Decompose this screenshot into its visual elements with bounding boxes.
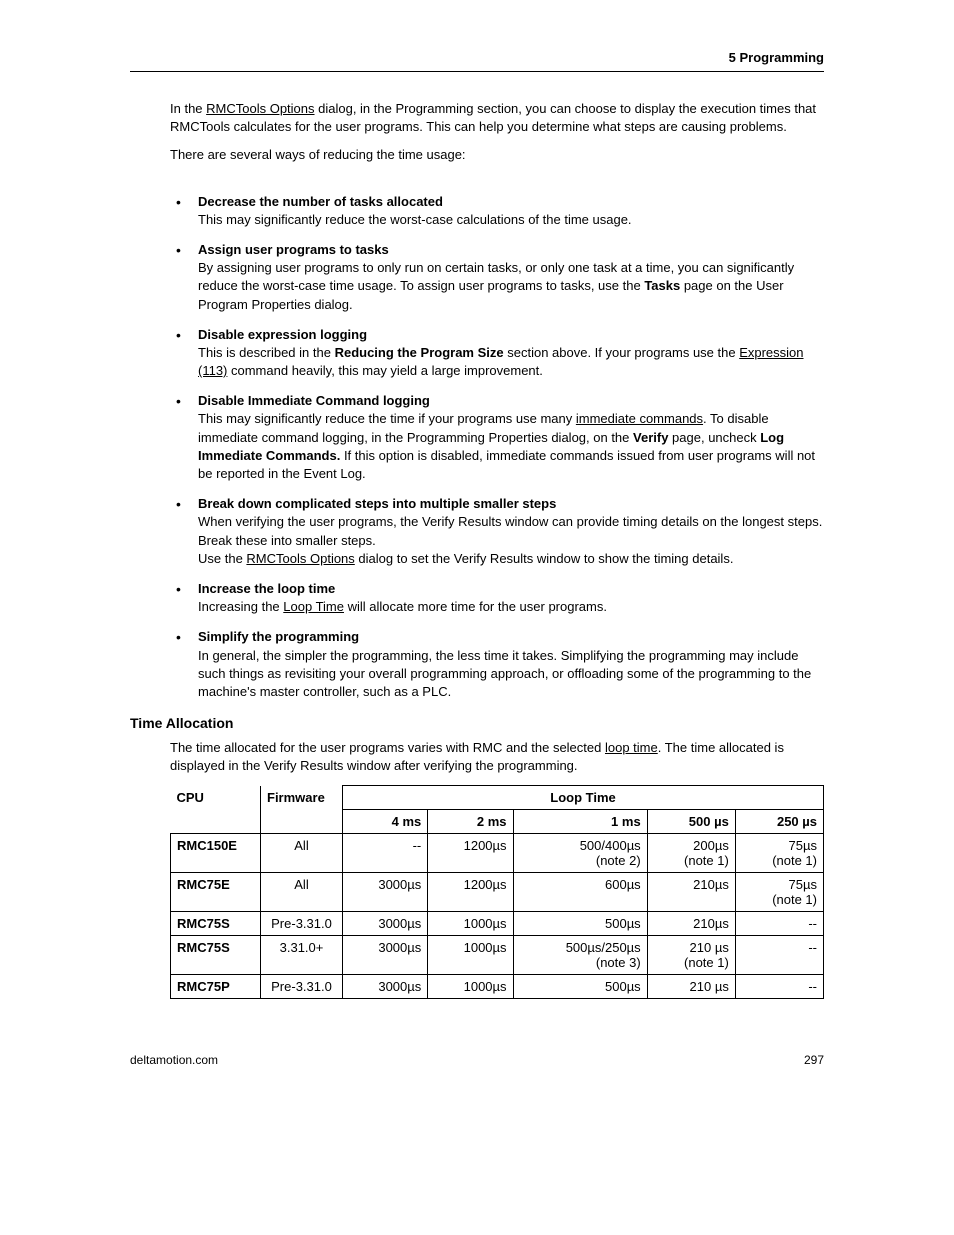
- cell-250us: 75µs(note 1): [735, 834, 823, 873]
- page-footer: deltamotion.com 297: [130, 1047, 824, 1067]
- verify-bold: Verify: [633, 430, 668, 445]
- tip-body-mid2: page, uncheck: [668, 430, 760, 445]
- cell-2ms: 1200µs: [428, 873, 513, 912]
- cell-4ms: --: [343, 834, 428, 873]
- intro-paragraph-1: In the RMCTools Options dialog, in the P…: [170, 100, 824, 136]
- list-item: Disable expression logging This is descr…: [170, 326, 824, 381]
- immediate-commands-link[interactable]: immediate commands: [576, 411, 703, 426]
- tip-body-pre: This may significantly reduce the time i…: [198, 411, 576, 426]
- intro-p1-pre: In the: [170, 101, 206, 116]
- list-item: Increase the loop time Increasing the Lo…: [170, 580, 824, 616]
- cell-2ms: 1000µs: [428, 912, 513, 936]
- cell-1ms: 500µs/250µs(note 3): [513, 936, 647, 975]
- page-header: 5 Programming: [130, 50, 824, 72]
- cell-firmware: Pre-3.31.0: [261, 975, 343, 999]
- tasks-bold: Tasks: [644, 278, 680, 293]
- tip-body-mid: section above. If your programs use the: [504, 345, 740, 360]
- cell-250us: --: [735, 912, 823, 936]
- cell-firmware: Pre-3.31.0: [261, 912, 343, 936]
- time-allocation-body: The time allocated for the user programs…: [170, 739, 824, 775]
- col-4ms: 4 ms: [343, 810, 428, 834]
- col-250us: 250 µs: [735, 810, 823, 834]
- intro-paragraph-2: There are several ways of reducing the t…: [170, 146, 824, 164]
- tip-line2-pre: Use the: [198, 551, 246, 566]
- cell-1ms: 500/400µs(note 2): [513, 834, 647, 873]
- col-cpu: CPU: [171, 786, 261, 834]
- loop-time-link[interactable]: Loop Time: [283, 599, 344, 614]
- cell-500us: 200µs(note 1): [647, 834, 735, 873]
- cell-cpu: RMC75E: [171, 873, 261, 912]
- tip-line2-post: dialog to set the Verify Results window …: [355, 551, 734, 566]
- tip-body-pre: This is described in the: [198, 345, 335, 360]
- cell-2ms: 1000µs: [428, 975, 513, 999]
- cell-500us: 210 µs(note 1): [647, 936, 735, 975]
- cell-cpu: RMC75S: [171, 912, 261, 936]
- footer-right: 297: [804, 1053, 824, 1067]
- time-allocation-table: CPU Firmware Loop Time 4 ms 2 ms 1 ms 50…: [170, 785, 824, 999]
- rmctools-options-link[interactable]: RMCTools Options: [206, 101, 314, 116]
- tip-title: Simplify the programming: [198, 628, 824, 646]
- cell-cpu: RMC75S: [171, 936, 261, 975]
- list-item: Disable Immediate Command logging This m…: [170, 392, 824, 483]
- cell-firmware: All: [261, 834, 343, 873]
- cell-4ms: 3000µs: [343, 912, 428, 936]
- tip-title: Assign user programs to tasks: [198, 241, 824, 259]
- tip-body: This may significantly reduce the worst-…: [198, 212, 632, 227]
- table-row: RMC75SPre-3.31.03000µs1000µs500µs210µs--: [171, 912, 824, 936]
- cell-2ms: 1000µs: [428, 936, 513, 975]
- table-row: RMC75S3.31.0+3000µs1000µs500µs/250µs(not…: [171, 936, 824, 975]
- cell-2ms: 1200µs: [428, 834, 513, 873]
- table-row: RMC75PPre-3.31.03000µs1000µs500µs210 µs-…: [171, 975, 824, 999]
- tip-title: Increase the loop time: [198, 580, 824, 598]
- table-row: RMC150EAll--1200µs500/400µs(note 2)200µs…: [171, 834, 824, 873]
- loop-time-link-2[interactable]: loop time: [605, 740, 658, 755]
- tip-body: In general, the simpler the programming,…: [198, 648, 811, 699]
- cell-cpu: RMC150E: [171, 834, 261, 873]
- cell-500us: 210µs: [647, 873, 735, 912]
- cell-250us: --: [735, 936, 823, 975]
- col-firmware: Firmware: [261, 786, 343, 834]
- cell-4ms: 3000µs: [343, 873, 428, 912]
- col-500us: 500 µs: [647, 810, 735, 834]
- list-item: Decrease the number of tasks allocated T…: [170, 193, 824, 229]
- cell-250us: --: [735, 975, 823, 999]
- tip-body-pre: Increasing the: [198, 599, 283, 614]
- table-row: RMC75EAll3000µs1200µs600µs210µs75µs(note…: [171, 873, 824, 912]
- ta-body-pre: The time allocated for the user programs…: [170, 740, 605, 755]
- table-header-row-1: CPU Firmware Loop Time: [171, 786, 824, 810]
- reducing-size-bold: Reducing the Program Size: [335, 345, 504, 360]
- cell-500us: 210 µs: [647, 975, 735, 999]
- tip-body-post: will allocate more time for the user pro…: [344, 599, 607, 614]
- tips-list: Decrease the number of tasks allocated T…: [130, 193, 824, 702]
- tip-title: Decrease the number of tasks allocated: [198, 193, 824, 211]
- footer-left: deltamotion.com: [130, 1053, 218, 1067]
- cell-1ms: 500µs: [513, 912, 647, 936]
- tip-line1: When verifying the user programs, the Ve…: [198, 514, 822, 547]
- cell-1ms: 500µs: [513, 975, 647, 999]
- tip-title: Disable expression logging: [198, 326, 824, 344]
- time-allocation-heading: Time Allocation: [130, 715, 824, 731]
- cell-1ms: 600µs: [513, 873, 647, 912]
- list-item: Simplify the programming In general, the…: [170, 628, 824, 701]
- tip-body-post: command heavily, this may yield a large …: [227, 363, 543, 378]
- col-loop-time: Loop Time: [343, 786, 824, 810]
- cell-4ms: 3000µs: [343, 936, 428, 975]
- tip-title: Break down complicated steps into multip…: [198, 495, 824, 513]
- col-2ms: 2 ms: [428, 810, 513, 834]
- cell-500us: 210µs: [647, 912, 735, 936]
- cell-4ms: 3000µs: [343, 975, 428, 999]
- list-item: Break down complicated steps into multip…: [170, 495, 824, 568]
- rmctools-options-link-2[interactable]: RMCTools Options: [246, 551, 354, 566]
- cell-cpu: RMC75P: [171, 975, 261, 999]
- tip-title: Disable Immediate Command logging: [198, 392, 824, 410]
- cell-firmware: All: [261, 873, 343, 912]
- list-item: Assign user programs to tasks By assigni…: [170, 241, 824, 314]
- col-1ms: 1 ms: [513, 810, 647, 834]
- cell-250us: 75µs(note 1): [735, 873, 823, 912]
- cell-firmware: 3.31.0+: [261, 936, 343, 975]
